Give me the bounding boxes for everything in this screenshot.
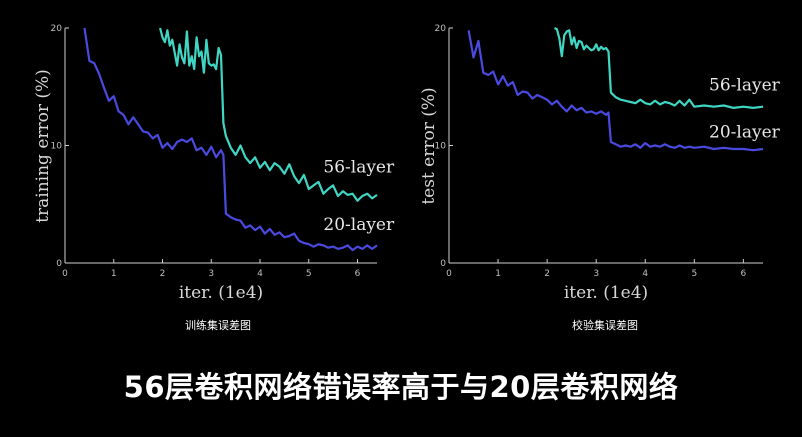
test-error-y-axis-label: test error (%) [419,87,439,204]
training-error-chart: training error (%) iter. (1e4) 训练集误差图 0 1… [33,24,395,332]
training-error-x-axis-label: iter. (1e4) [179,283,263,303]
test-error-series-20-layer-label: 20-layer [709,122,781,142]
training-error-series-56-layer-line [159,27,378,202]
training-error-y-axis-label: training error (%) [33,69,53,223]
training-error-y-tick-label: 0 [56,259,62,269]
training-error-series-56-layer-label: 56-layer [323,158,395,178]
training-error-x-tick-label: 0 [62,269,68,279]
test-error-chart: test error (%) iter. (1e4) 校验集误差图 0 1 2 3 4 5… [419,24,781,332]
test-error-x-axis-label: iter. (1e4) [564,283,648,303]
training-error-x-tick-label: 2 [160,269,166,279]
test-error-series-56-layer-label: 56-layer [709,75,781,95]
training-error-y-tick-label: 20 [51,24,63,34]
training-error-x-tick-label: 1 [111,269,117,279]
test-error-series-56-layer-line [554,27,764,110]
training-error-y-tick-label: 10 [51,142,63,152]
test-error-x-tick-label: 2 [544,269,550,279]
test-error-y-tick-label: 0 [440,259,446,269]
test-error-caption: 校验集误差图 [572,318,638,332]
training-error-x-tick-label: 6 [355,269,361,279]
training-error-x-tick-label: 3 [208,269,214,279]
test-error-plot-area: 0 1 2 3 4 5 6 0 10 20 56-layer 20-layer [435,24,781,279]
slide-headline: 56层卷积网络错误率高于与20层卷积网络 [123,370,679,404]
training-error-plot-area: 0 1 2 3 4 5 6 0 10 20 56-layer 20-layer [51,24,395,279]
test-error-x-tick-label: 5 [691,269,697,279]
test-error-x-tick-label: 4 [642,269,648,279]
training-error-x-tick-label: 4 [257,269,263,279]
test-error-x-tick-label: 3 [593,269,599,279]
test-error-y-tick-label: 20 [435,24,447,34]
test-error-x-tick-label: 1 [495,269,501,279]
training-error-caption: 训练集误差图 [185,318,251,332]
training-error-series-20-layer-label: 20-layer [323,215,395,235]
test-error-x-tick-label: 6 [741,269,747,279]
test-error-y-tick-label: 10 [435,142,447,152]
test-error-series-20-layer-line [467,30,764,152]
training-error-x-tick-label: 5 [306,269,312,279]
test-error-x-tick-label: 0 [446,269,452,279]
training-error-series-20-layer-line [83,27,378,252]
charts-canvas: training error (%) iter. (1e4) 训练集误差图 0 1… [33,24,781,332]
